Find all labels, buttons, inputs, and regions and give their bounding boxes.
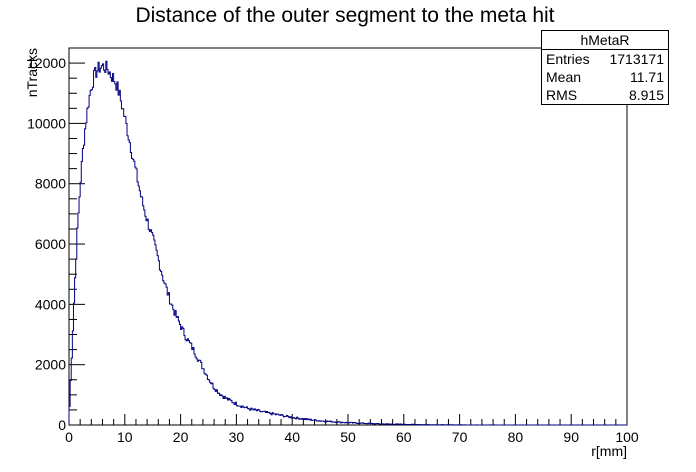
x-tick-label: 10 bbox=[117, 429, 133, 445]
chart-title: Distance of the outer segment to the met… bbox=[135, 4, 555, 27]
x-axis-tick-labels: 0 10 20 30 40 50 60 70 80 90 100 bbox=[65, 429, 639, 445]
stats-row-entries: Entries 1713171 bbox=[542, 50, 668, 68]
x-tick-label: 0 bbox=[65, 429, 73, 445]
x-tick-label: 40 bbox=[284, 429, 300, 445]
x-tick-label: 30 bbox=[229, 429, 245, 445]
stats-histogram-name: hMetaR bbox=[580, 32, 630, 48]
y-axis-tick-labels: 0 2000 4000 6000 8000 10000 12000 bbox=[27, 55, 66, 433]
y-tick-label: 2000 bbox=[35, 357, 66, 373]
y-tick-label: 10000 bbox=[27, 115, 66, 131]
y-axis-label: nTracks bbox=[24, 48, 40, 97]
stats-row-mean: Mean 11.71 bbox=[542, 68, 668, 86]
y-tick-label: 6000 bbox=[35, 236, 66, 252]
x-axis-label: r[mm] bbox=[591, 443, 627, 459]
x-tick-label: 80 bbox=[508, 429, 524, 445]
histogram-line bbox=[68, 60, 627, 426]
y-tick-label: 0 bbox=[58, 417, 66, 433]
y-tick-label: 4000 bbox=[35, 296, 66, 312]
x-axis-ticks bbox=[68, 414, 628, 425]
stats-label: Mean bbox=[546, 69, 582, 85]
stats-value: 11.71 bbox=[630, 69, 664, 85]
x-tick-label: 100 bbox=[615, 429, 639, 445]
y-tick-label: 12000 bbox=[27, 55, 66, 71]
x-tick-label: 90 bbox=[563, 429, 579, 445]
stats-label: Entries bbox=[546, 51, 590, 67]
y-tick-label: 8000 bbox=[35, 176, 66, 192]
stats-box: hMetaR Entries 1713171 Mean 11.71 RMS 8.… bbox=[541, 30, 669, 105]
stats-value: 8.915 bbox=[628, 87, 664, 103]
x-tick-label: 70 bbox=[452, 429, 468, 445]
stats-value: 1713171 bbox=[609, 51, 664, 67]
x-tick-label: 50 bbox=[340, 429, 356, 445]
x-tick-label: 60 bbox=[396, 429, 412, 445]
x-tick-label: 20 bbox=[173, 429, 189, 445]
stats-row-rms: RMS 8.915 bbox=[542, 86, 668, 104]
stats-label: RMS bbox=[546, 87, 578, 103]
